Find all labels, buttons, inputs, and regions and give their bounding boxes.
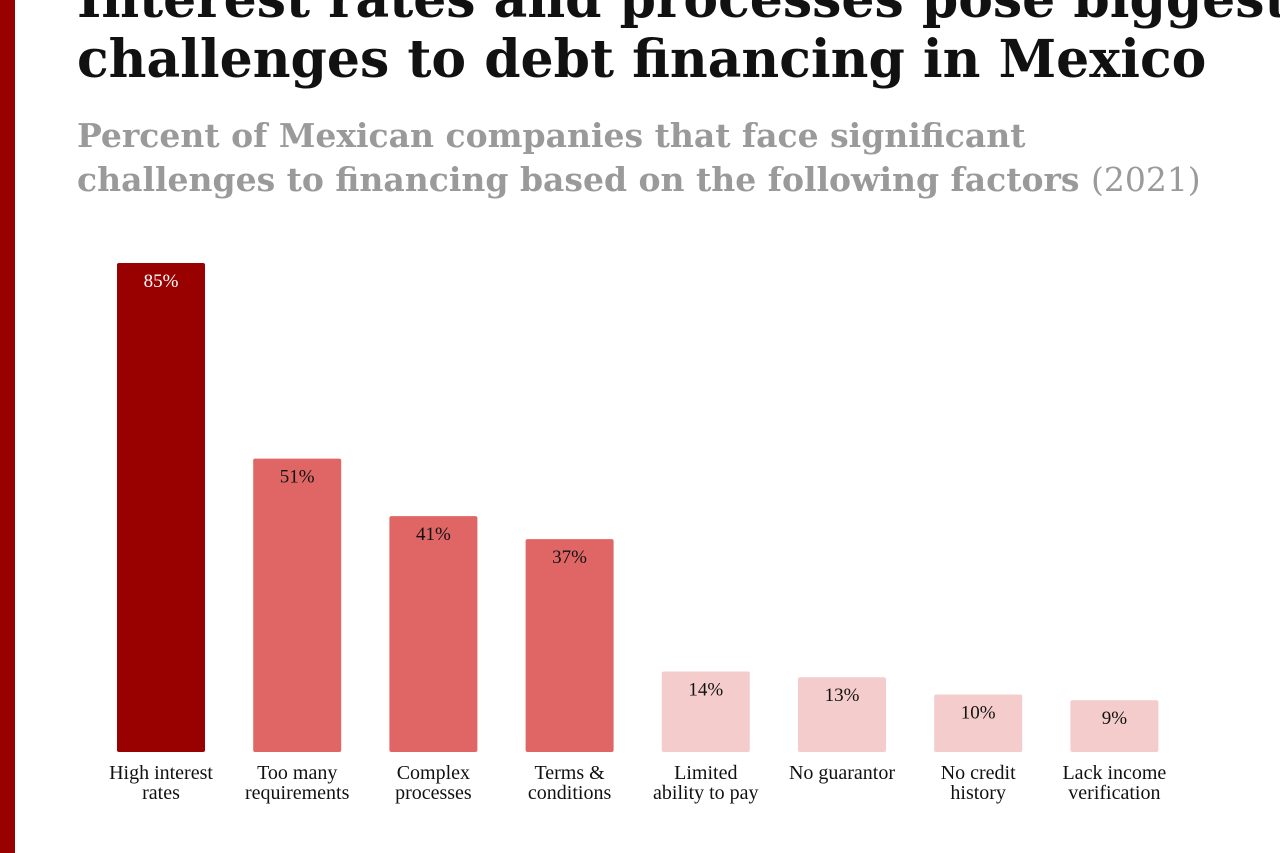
chart-title-line-1: Interest rates and processes pose bigges… bbox=[77, 0, 1280, 30]
chart-title-line-2: challenges to debt financing in Mexico bbox=[77, 29, 1207, 90]
category-label-1-line-1: requirements bbox=[245, 782, 350, 804]
category-label-4-line-1: ability to pay bbox=[653, 782, 759, 804]
bar-7 bbox=[1070, 700, 1159, 752]
category-label-1-line-0: Too many bbox=[257, 762, 337, 784]
value-label-0: 85% bbox=[144, 271, 179, 292]
category-label-4-line-0: Limited bbox=[674, 762, 737, 784]
value-label-5: 13% bbox=[825, 685, 860, 706]
category-label-7-line-0: Lack income bbox=[1062, 762, 1166, 784]
category-label-0-line-1: rates bbox=[142, 782, 180, 804]
chart-title: Interest rates and processes pose bigges… bbox=[77, 0, 1280, 90]
bar-2 bbox=[389, 516, 478, 752]
bar-0 bbox=[117, 263, 205, 752]
chart-subtitle-line-2: challenges to financing based on the fol… bbox=[77, 158, 1257, 202]
bar-5 bbox=[798, 677, 886, 752]
value-label-3: 37% bbox=[552, 547, 587, 568]
category-label-3-line-1: conditions bbox=[528, 782, 612, 804]
category-label-5-line-0: No guarantor bbox=[789, 762, 895, 784]
value-label-6: 10% bbox=[961, 702, 996, 723]
chart-subtitle-line-1: Percent of Mexican companies that face s… bbox=[77, 116, 1026, 155]
bar-6 bbox=[934, 694, 1023, 752]
bar-3 bbox=[525, 539, 614, 752]
value-label-1: 51% bbox=[280, 467, 315, 488]
category-label-0-line-0: High interest bbox=[109, 762, 213, 784]
category-label-2-line-1: processes bbox=[395, 782, 472, 804]
chart-subtitle-line-2-text: challenges to financing based on the fol… bbox=[77, 160, 1080, 199]
category-label-2-line-0: Complex bbox=[397, 762, 470, 784]
accent-bar bbox=[0, 0, 15, 853]
value-label-7: 9% bbox=[1102, 708, 1128, 729]
bar-4 bbox=[661, 671, 750, 752]
category-label-6-line-1: history bbox=[950, 782, 1006, 804]
category-label-6-line-0: No credit bbox=[941, 762, 1016, 784]
bar-1 bbox=[253, 458, 342, 752]
chart-subtitle-year: (2021) bbox=[1090, 160, 1201, 199]
category-label-7-line-1: verification bbox=[1068, 782, 1160, 804]
category-label-3-line-0: Terms & bbox=[534, 762, 605, 784]
value-label-4: 14% bbox=[688, 679, 723, 700]
value-label-2: 41% bbox=[416, 524, 451, 545]
chart-subtitle: Percent of Mexican companies that face s… bbox=[77, 114, 1257, 202]
